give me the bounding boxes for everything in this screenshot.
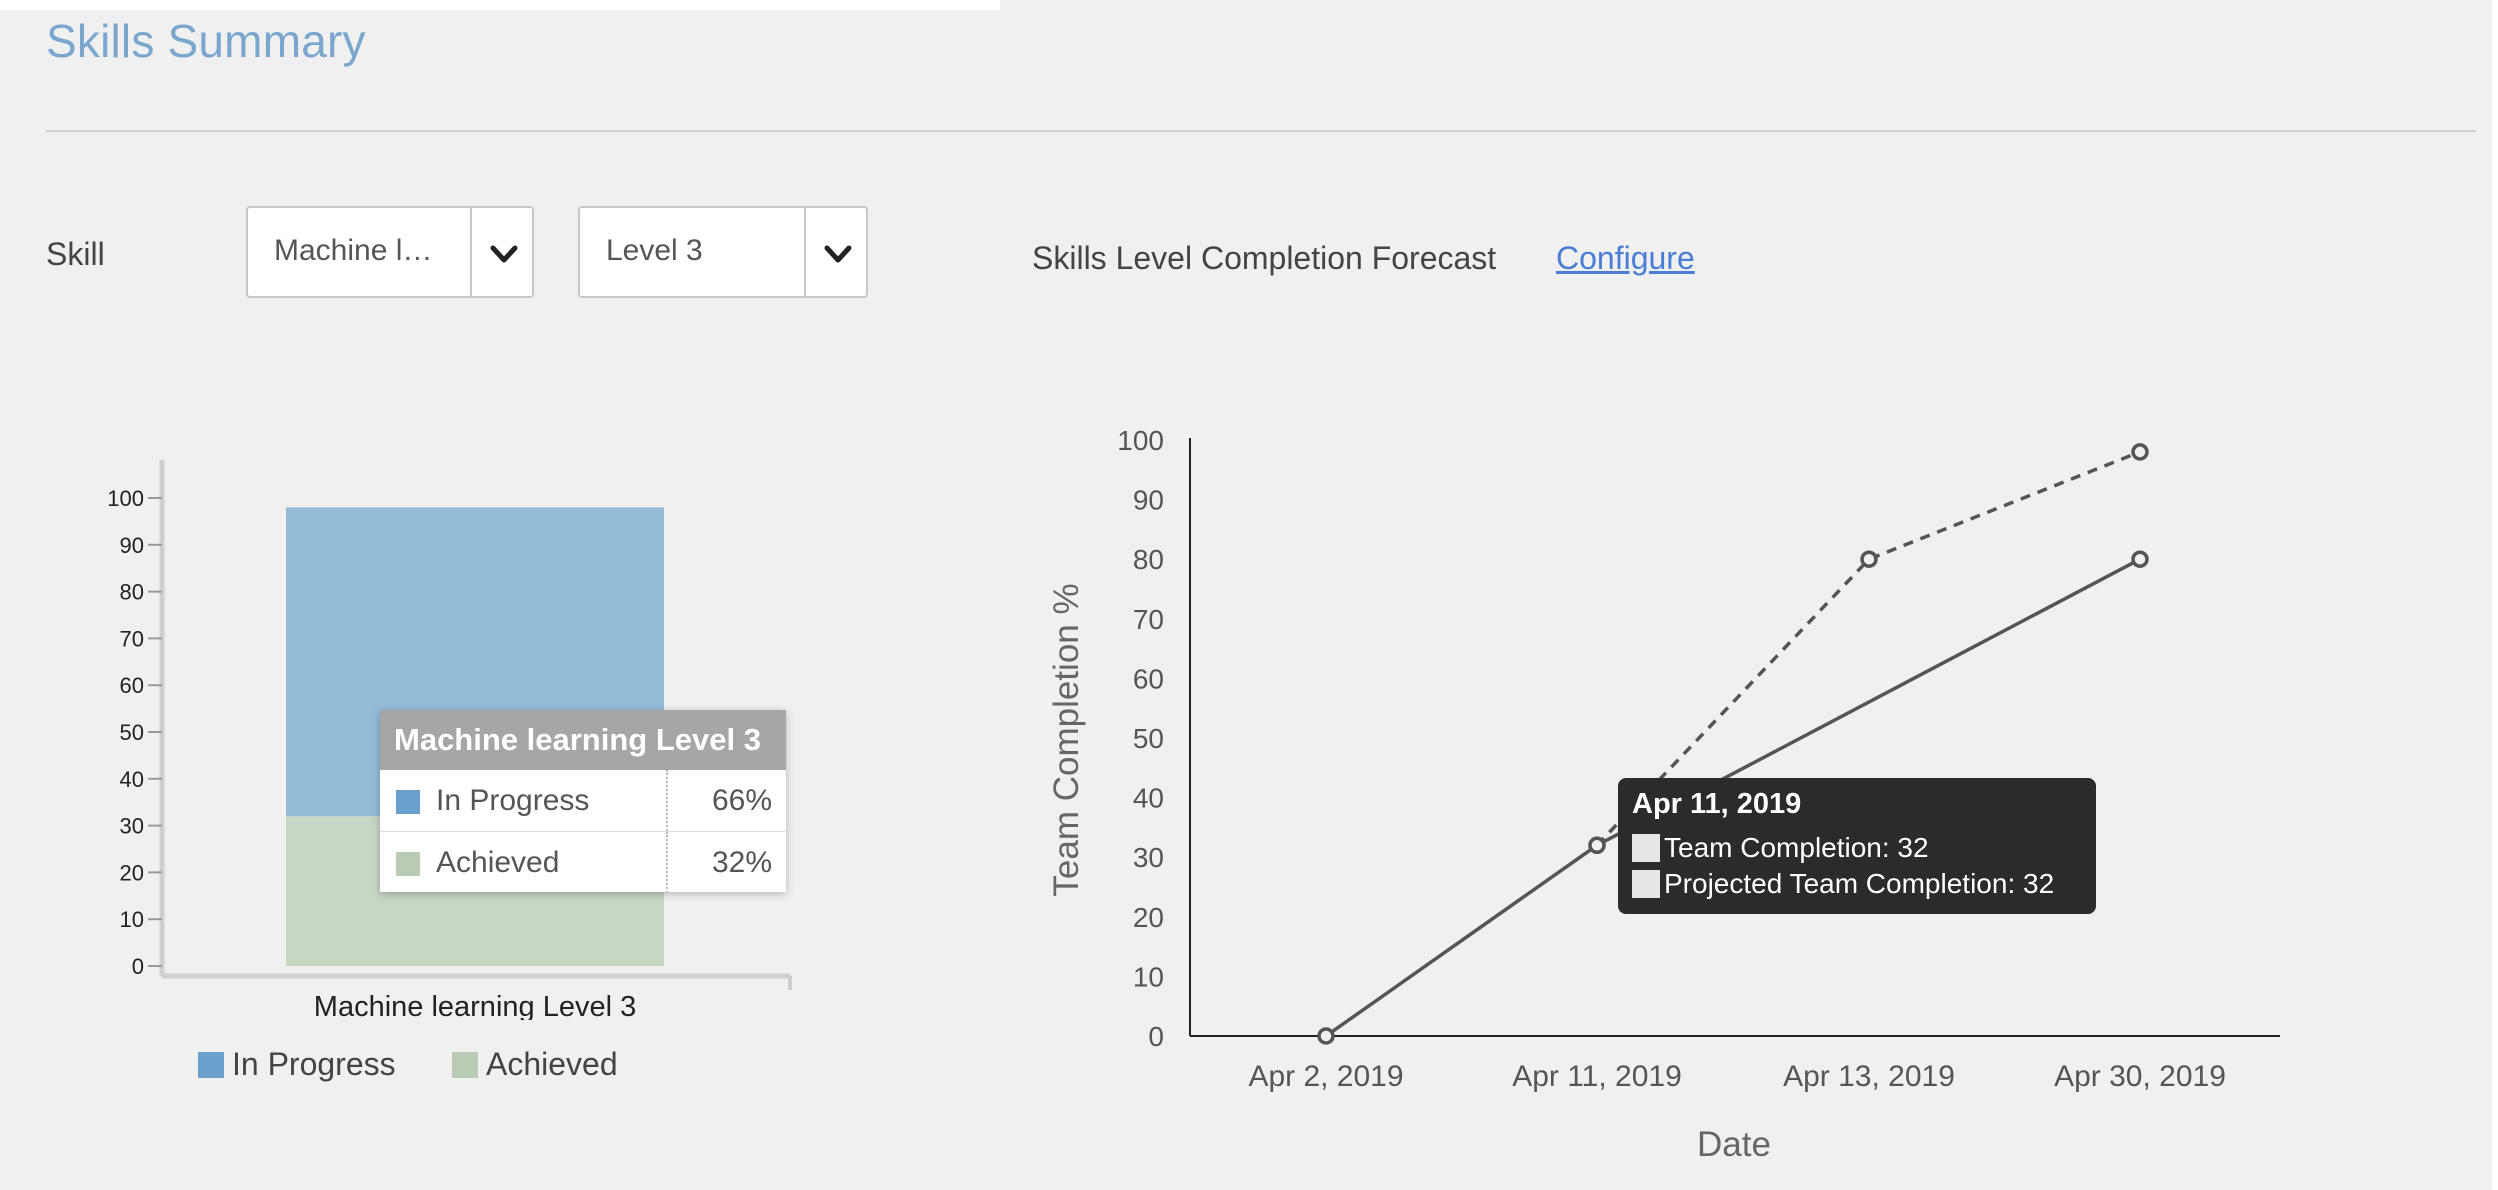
line-x-tick-label: Apr 13, 2019 — [1783, 1060, 1955, 1093]
bar-tooltip-title: Machine learning Level 3 — [380, 710, 786, 770]
line-chart: 0 10 20 30 40 50 60 70 80 90 100 Apr 2, 2019 Apr 11… — [1047, 425, 2280, 1164]
line-y-tick-label: 0 — [1148, 1021, 1164, 1052]
legend-swatch — [452, 1052, 478, 1078]
level-select-value: Level 3 — [606, 234, 703, 267]
bar-tooltip: Machine learning Level 3 In Progress 66%… — [380, 710, 786, 893]
data-point — [1317, 1027, 1335, 1045]
line-y-tick-label: 30 — [1133, 842, 1164, 873]
line-y-tick-label: 70 — [1133, 604, 1164, 635]
bar-tooltip-row: In Progress 66% — [380, 770, 786, 832]
line-x-axis: Apr 2, 2019 Apr 11, 2019 Apr 13, 2019 Apr 3… — [1190, 1035, 2280, 1093]
data-point — [2131, 443, 2149, 461]
line-tooltip-row: Projected Team Completion: 32 — [1632, 868, 2054, 900]
chevron-down-icon[interactable] — [818, 234, 858, 274]
chevron-down-icon[interactable] — [484, 234, 524, 274]
forecast-title: Skills Level Completion Forecast — [1032, 240, 1497, 276]
bar-y-tick-label: 20 — [120, 860, 144, 885]
bar-x-axis: Machine learning Level 3 — [162, 973, 792, 1020]
line-y-tick-label: 100 — [1117, 425, 1164, 456]
in-progress-swatch — [396, 790, 420, 814]
bar-y-axis: 0 10 20 30 40 50 60 70 80 90 100 — [107, 460, 165, 979]
line-points — [1317, 443, 2149, 1045]
legend-item-achieved[interactable]: Achieved — [452, 1046, 618, 1083]
skill-select[interactable]: Machine l… — [246, 206, 534, 298]
line-x-axis-title: Date — [1697, 1125, 1771, 1164]
bar-tooltip-row: Achieved 32% — [380, 832, 786, 893]
line-y-tick-label: 20 — [1133, 902, 1164, 933]
bar-tooltip-value: 32% — [711, 846, 772, 879]
skill-select-value: Machine l… — [274, 234, 433, 267]
legend-swatch — [198, 1052, 224, 1078]
line-y-tick-label: 60 — [1133, 663, 1164, 694]
legend-item-in-progress[interactable]: In Progress — [198, 1046, 396, 1083]
bar-y-tick-label: 30 — [120, 814, 144, 839]
series-swatch — [1632, 834, 1660, 862]
bar-y-tick-label: 40 — [120, 767, 144, 792]
right-edge — [2492, 0, 2498, 1190]
line-x-tick-label: Apr 30, 2019 — [2054, 1060, 2226, 1093]
line-tooltip-text: Team Completion: 32 — [1664, 832, 1929, 863]
data-point — [1588, 836, 1606, 855]
bar-tooltip-separator — [666, 770, 668, 831]
line-y-tick-label: 40 — [1133, 783, 1164, 814]
bar-y-tick-label: 90 — [120, 533, 144, 558]
level-select[interactable]: Level 3 — [578, 206, 868, 298]
achieved-swatch — [396, 852, 420, 876]
line-y-tick-label: 50 — [1133, 723, 1164, 754]
line-tooltip: Apr 11, 2019 Team Completion: 32 Project… — [1618, 778, 2096, 914]
bar-tooltip-value: 66% — [711, 784, 772, 817]
line-y-tick-label: 90 — [1133, 485, 1164, 516]
select-divider — [804, 208, 806, 296]
line-x-tick-label: Apr 11, 2019 — [1512, 1060, 1682, 1093]
line-y-axis-title: Team Completion % — [1047, 583, 1086, 896]
line-y-tick-label: 80 — [1133, 544, 1164, 575]
legend-label: In Progress — [232, 1046, 396, 1082]
bar-tooltip-label: In Progress — [436, 784, 590, 817]
data-point — [2131, 550, 2149, 568]
skill-label: Skill — [46, 236, 105, 272]
legend-label: Achieved — [486, 1046, 618, 1082]
line-y-axis: 0 10 20 30 40 50 60 70 80 90 100 — [1117, 425, 1191, 1052]
bar-y-tick-label: 70 — [120, 626, 144, 651]
bar-category-label: Machine learning Level 3 — [314, 991, 636, 1020]
line-tooltip-text: Projected Team Completion: 32 — [1664, 868, 2055, 899]
bar-y-tick-label: 60 — [120, 673, 144, 698]
page-title: Skills Summary — [46, 15, 366, 67]
line-tooltip-date: Apr 11, 2019 — [1632, 788, 1802, 820]
bar-y-tick-label: 0 — [132, 954, 144, 979]
bar-y-tick-label: 50 — [120, 720, 144, 745]
line-series — [1324, 450, 2141, 1038]
line-y-tick-label: 10 — [1133, 961, 1164, 992]
bar-y-tick-label: 100 — [107, 486, 144, 511]
line-x-tick-label: Apr 2, 2019 — [1248, 1060, 1403, 1093]
data-point — [1860, 550, 1878, 568]
bar-tooltip-label: Achieved — [436, 846, 560, 879]
top-edge — [0, 0, 1000, 10]
projected-team-completion-line — [1595, 450, 2141, 847]
configure-link[interactable]: Configure — [1556, 240, 1695, 276]
select-divider — [470, 208, 472, 296]
bar-y-tick-label: 10 — [120, 907, 144, 932]
bar-y-tick-label: 80 — [120, 580, 144, 605]
line-tooltip-row: Team Completion: 32 — [1632, 832, 1929, 864]
bar-tooltip-separator — [666, 832, 668, 893]
title-divider — [46, 130, 2476, 132]
series-swatch — [1632, 870, 1660, 898]
